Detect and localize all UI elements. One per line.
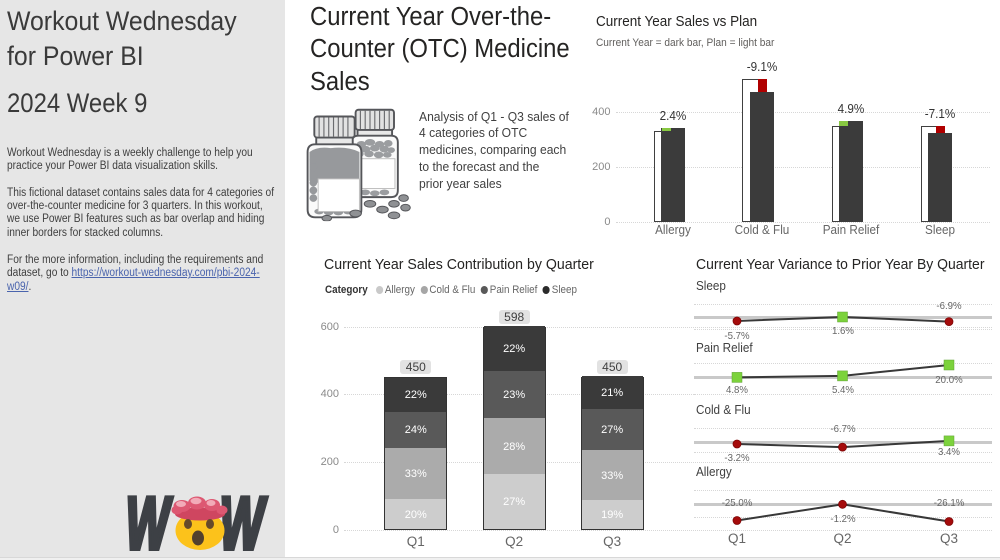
svg-text:W: W: [126, 493, 173, 551]
svg-text:W: W: [220, 493, 267, 551]
